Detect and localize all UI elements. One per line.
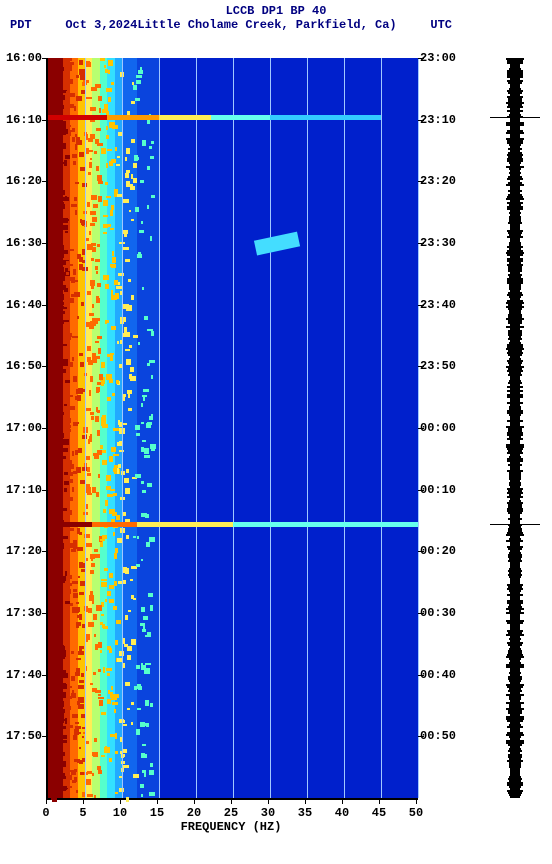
y-tick-right: 00:20 bbox=[420, 544, 470, 558]
gridline bbox=[381, 58, 382, 798]
x-tick: 35 bbox=[298, 806, 312, 820]
gridline bbox=[122, 58, 123, 798]
y-tick-right: 00:10 bbox=[420, 483, 470, 497]
x-tick: 20 bbox=[187, 806, 201, 820]
y-tick-right: 23:00 bbox=[420, 51, 470, 65]
y-tick-left: 17:30 bbox=[0, 606, 42, 620]
y-tick-left: 16:20 bbox=[0, 174, 42, 188]
title-block: LCCB DP1 BP 40 PDT Oct 3,2024 Little Cho… bbox=[0, 4, 552, 32]
y-tick-left: 16:00 bbox=[0, 51, 42, 65]
event-line bbox=[48, 115, 418, 120]
gridline bbox=[196, 58, 197, 798]
y-tick-right: 00:50 bbox=[420, 729, 470, 743]
y-tick-right: 00:30 bbox=[420, 606, 470, 620]
gridline bbox=[85, 58, 86, 798]
title-location: Little Cholame Creek, Parkfield, Ca) bbox=[137, 18, 396, 32]
spectrogram-plot bbox=[46, 58, 418, 800]
seismogram-trace bbox=[490, 58, 540, 798]
y-tick-left: 16:10 bbox=[0, 113, 42, 127]
gridline bbox=[159, 58, 160, 798]
y-tick-left: 16:30 bbox=[0, 236, 42, 250]
spectro-band bbox=[159, 58, 418, 798]
x-tick: 40 bbox=[335, 806, 349, 820]
x-tick: 50 bbox=[409, 806, 423, 820]
y-tick-right: 23:30 bbox=[420, 236, 470, 250]
x-tick: 45 bbox=[372, 806, 386, 820]
x-tick: 0 bbox=[42, 806, 49, 820]
y-tick-right: 23:20 bbox=[420, 174, 470, 188]
x-tick: 15 bbox=[150, 806, 164, 820]
y-tick-left: 17:00 bbox=[0, 421, 42, 435]
y-tick-right: 23:40 bbox=[420, 298, 470, 312]
y-tick-right: 00:00 bbox=[420, 421, 470, 435]
gridline bbox=[270, 58, 271, 798]
title-date: Oct 3,2024 bbox=[65, 18, 137, 32]
spectro-band bbox=[100, 58, 107, 798]
title-line1: LCCB DP1 BP 40 bbox=[0, 4, 552, 18]
event-line bbox=[48, 522, 418, 527]
x-axis-label: FREQUENCY (HZ) bbox=[46, 820, 416, 834]
x-tick: 25 bbox=[224, 806, 238, 820]
title-line2: PDT Oct 3,2024 Little Cholame Creek, Par… bbox=[0, 18, 552, 32]
x-axis: FREQUENCY (HZ) 05101520253035404550 bbox=[46, 798, 416, 838]
x-tick: 5 bbox=[79, 806, 86, 820]
gridline bbox=[344, 58, 345, 798]
y-tick-left: 17:50 bbox=[0, 729, 42, 743]
gridline bbox=[233, 58, 234, 798]
y-tick-left: 17:10 bbox=[0, 483, 42, 497]
y-tick-left: 16:50 bbox=[0, 359, 42, 373]
x-tick: 10 bbox=[113, 806, 127, 820]
gridline bbox=[307, 58, 308, 798]
y-tick-left: 17:20 bbox=[0, 544, 42, 558]
pdt-label: PDT bbox=[10, 18, 32, 32]
y-tick-right: 23:10 bbox=[420, 113, 470, 127]
y-tick-right: 00:40 bbox=[420, 668, 470, 682]
y-tick-left: 16:40 bbox=[0, 298, 42, 312]
y-tick-right: 23:50 bbox=[420, 359, 470, 373]
y-tick-left: 17:40 bbox=[0, 668, 42, 682]
x-tick: 30 bbox=[261, 806, 275, 820]
utc-label: UTC bbox=[430, 18, 452, 32]
